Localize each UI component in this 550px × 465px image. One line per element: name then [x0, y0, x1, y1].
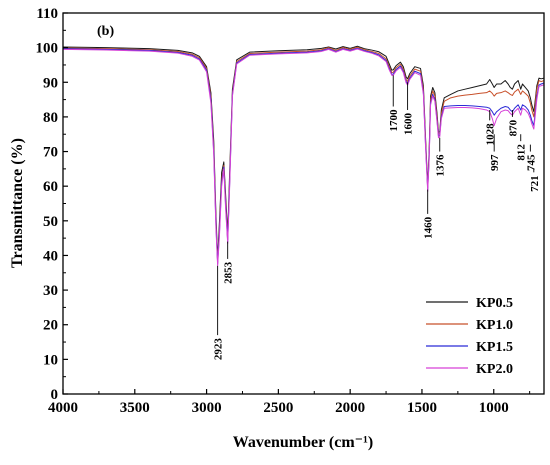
x-axis-title: Wavenumber (cm⁻¹) — [233, 434, 373, 451]
x-tick-label: 1000 — [479, 400, 509, 416]
annotation-label: 2853 — [223, 261, 235, 284]
annotation-label: 1028 — [485, 123, 497, 146]
y-tick-label: 0 — [51, 387, 59, 403]
annotation-label: 870 — [507, 119, 519, 136]
y-tick-label: 40 — [43, 248, 58, 264]
annotation-label: 1600 — [403, 112, 415, 134]
y-axis-title: Transmittance (%) — [9, 138, 26, 268]
y-tick-label: 30 — [43, 283, 58, 299]
y-axis: 0 10 20 30 40 50 60 70 80 90 100 110 — [36, 6, 68, 403]
y-tick-label: 70 — [43, 145, 58, 161]
x-tick-label: 1500 — [407, 400, 437, 416]
y-tick-label: 20 — [43, 318, 58, 334]
x-tick-label: 3500 — [120, 400, 150, 416]
series-line-kp2-0 — [63, 48, 544, 267]
annotation-label: 1376 — [435, 154, 447, 177]
y-tick-label: 80 — [43, 110, 58, 126]
annotation-label: 1700 — [388, 109, 400, 132]
annotation-layer: 2923 2853 1700 1600 1460 1376 1028 997 870 812745… — [213, 75, 541, 360]
series-line-kp1-0 — [63, 46, 544, 263]
plot-frame — [62, 12, 545, 395]
x-axis: 4000 3500 3000 2500 2000 1500 1000 — [48, 389, 531, 416]
series-line-kp1-5 — [63, 47, 544, 265]
annotation-label: 997 — [489, 154, 501, 171]
annotation-label: 812 — [516, 144, 528, 161]
annotation-label: 721 — [529, 175, 541, 192]
annotation-label: 745 — [525, 154, 537, 171]
legend: KP0.5 KP1.0 KP1.5 KP2.0 — [426, 296, 513, 377]
y-tick-label: 110 — [36, 6, 58, 22]
legend-label: KP1.0 — [476, 318, 513, 333]
legend-label: KP1.5 — [476, 340, 513, 355]
legend-label: KP2.0 — [476, 362, 513, 377]
legend-label: KP0.5 — [476, 296, 513, 311]
x-tick-label: 2500 — [263, 400, 293, 416]
y-tick-label: 100 — [36, 41, 59, 57]
x-tick-label: 2000 — [335, 400, 365, 416]
annotation-label: 2923 — [213, 338, 225, 361]
series-layer — [63, 45, 544, 267]
panel-label: (b) — [97, 24, 114, 39]
y-tick-label: 90 — [43, 75, 58, 91]
annotation-label: 1460 — [423, 216, 435, 239]
plot-area: 2923 2853 1700 1600 1460 1376 1028 997 870 812745… — [62, 12, 545, 395]
y-tick-label: 10 — [43, 352, 58, 368]
x-tick-label: 3000 — [192, 400, 222, 416]
x-tick-label: 4000 — [48, 400, 78, 416]
y-tick-label: 50 — [43, 214, 58, 230]
y-tick-label: 60 — [43, 179, 58, 195]
series-line-kp0-5 — [63, 45, 544, 260]
